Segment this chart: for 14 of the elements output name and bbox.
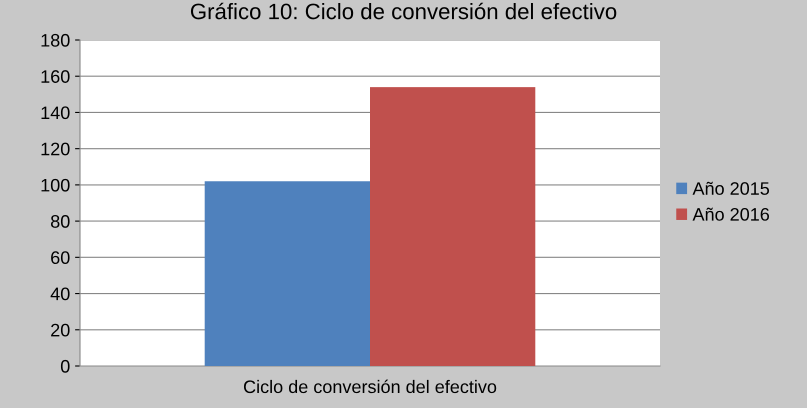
y-tick-label: 40 (50, 287, 70, 300)
y-tick-label: 0 (60, 360, 70, 373)
y-tick-label: 180 (42, 34, 70, 47)
y-tick-label: 60 (51, 251, 70, 264)
y-tick-label: 100 (42, 178, 70, 192)
legend-label: Año 2016 (692, 208, 770, 221)
x-tick-label: Ciclo de conversión del efectivo (244, 380, 496, 394)
y-tick-label: 160 (42, 70, 70, 83)
y-tick-label: 20 (51, 324, 70, 336)
y-tick-label: 140 (42, 106, 70, 120)
y-tick-label: 120 (42, 142, 70, 156)
y-tick-label: 80 (50, 215, 70, 228)
legend-label: Año 2015 (692, 182, 770, 195)
chart-title: Gráfico 10: Ciclo de conversión del efectivo (190, 2, 616, 20)
